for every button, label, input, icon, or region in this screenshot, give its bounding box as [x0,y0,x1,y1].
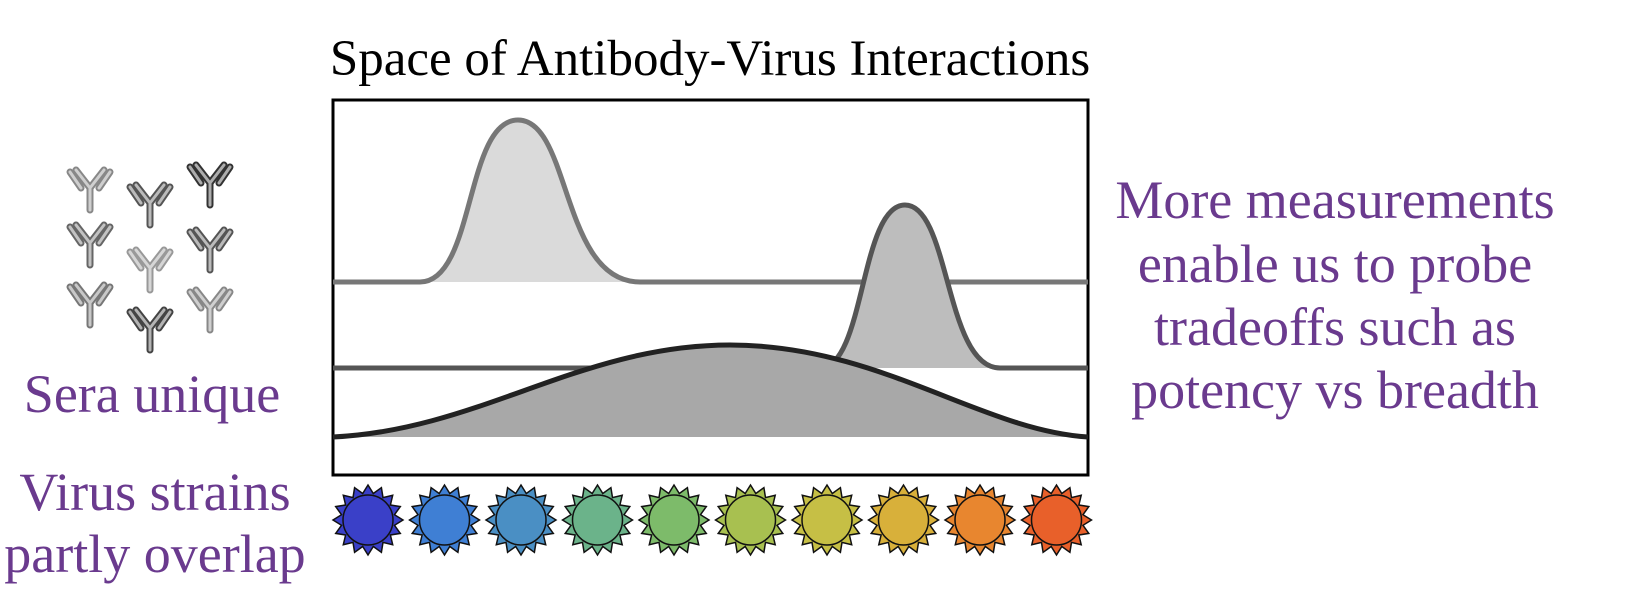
virus-label: partly overlap [4,524,305,584]
title: Space of Antibody-Virus Interactions [330,31,1090,87]
virus-body [877,494,930,546]
virus-body [418,494,471,546]
right-text: More measurements [1115,170,1554,230]
virus-body [801,494,853,546]
virus-label: Virus strains [19,462,290,522]
virus-body [1030,494,1083,546]
virus-body [724,494,777,546]
right-text: potency vs breadth [1131,360,1539,420]
right-text: enable us to probe [1138,234,1532,294]
virus-body [342,494,394,546]
virus-body [571,494,624,546]
virus-body [954,494,1006,546]
right-text: tradeoffs such as [1154,297,1516,357]
interaction-box [331,98,1090,477]
virus-strains [331,483,1093,557]
antibodies [70,165,230,350]
virus-body [648,494,700,546]
sera-label: Sera unique [24,364,280,424]
virus-body [495,494,547,546]
